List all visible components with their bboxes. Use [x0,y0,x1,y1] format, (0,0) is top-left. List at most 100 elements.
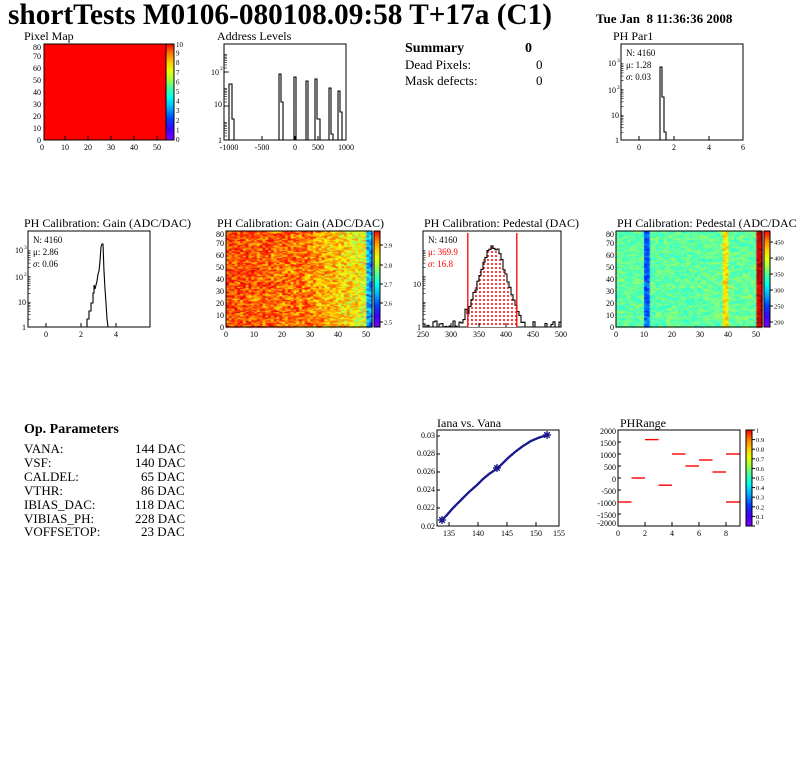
svg-text:N: 4160: N: 4160 [33,235,63,245]
svg-text:9: 9 [176,50,180,58]
svg-text:140: 140 [472,529,484,538]
svg-text:10: 10 [33,124,41,133]
svg-text:3: 3 [617,58,620,64]
svg-text:4: 4 [707,143,711,152]
svg-text:0.022: 0.022 [417,503,435,512]
svg-text:0.024: 0.024 [417,485,435,494]
svg-text:1: 1 [22,323,26,332]
svg-text:1: 1 [218,136,222,145]
svg-text:2: 2 [672,143,676,152]
svg-text:50: 50 [153,143,161,152]
svg-text:500: 500 [604,463,616,472]
svg-text:σ: 0.03: σ: 0.03 [626,72,651,82]
svg-text:10: 10 [61,143,69,152]
svg-text:5: 5 [176,88,180,96]
svg-text:0.4: 0.4 [756,485,765,492]
svg-text:20: 20 [84,143,92,152]
svg-text:0.6: 0.6 [756,466,765,473]
svg-text:2000: 2000 [600,427,616,436]
svg-text:N: 4160: N: 4160 [626,48,656,58]
svg-text:0.9: 0.9 [756,437,764,444]
svg-text:0.3: 0.3 [756,495,764,502]
svg-text:4: 4 [176,98,180,106]
svg-text:0.026: 0.026 [417,467,435,476]
svg-text:0: 0 [293,143,297,152]
svg-text:155: 155 [553,529,565,538]
svg-text:2: 2 [24,272,27,278]
svg-text:10: 10 [608,86,616,95]
svg-text:-2000: -2000 [597,519,616,528]
svg-text:4: 4 [114,330,118,339]
svg-text:50: 50 [33,76,41,85]
svg-text:350: 350 [473,330,485,339]
svg-text:1: 1 [615,136,619,145]
svg-text:20: 20 [33,112,41,121]
svg-text:40: 40 [130,143,138,152]
svg-text:7: 7 [176,69,180,77]
svg-text:145: 145 [501,529,513,538]
svg-text:0: 0 [612,475,616,484]
svg-text:10: 10 [214,100,222,109]
svg-text:-500: -500 [255,143,270,152]
svg-text:300: 300 [445,330,457,339]
svg-text:0.02: 0.02 [421,522,435,531]
svg-text:0: 0 [37,136,41,145]
svg-text:3: 3 [24,245,27,251]
svg-text:8: 8 [176,59,180,67]
svg-text:2: 2 [643,529,647,538]
svg-text:0.7: 0.7 [756,456,765,463]
svg-text:10: 10 [211,68,219,77]
svg-text:0: 0 [176,136,180,144]
svg-text:150: 150 [530,529,542,538]
svg-text:-1000: -1000 [220,143,239,152]
svg-text:80: 80 [33,43,41,52]
svg-text:10: 10 [18,298,26,307]
svg-text:0: 0 [756,520,759,527]
svg-text:2: 2 [79,330,83,339]
svg-text:450: 450 [527,330,539,339]
svg-text:0: 0 [616,529,620,538]
svg-text:μ: 1.28: μ: 1.28 [626,60,652,70]
svg-text:30: 30 [107,143,115,152]
svg-text:10: 10 [611,111,619,120]
svg-text:10: 10 [608,59,616,68]
svg-text:30: 30 [33,100,41,109]
svg-text:10: 10 [413,280,421,289]
svg-text:1500: 1500 [600,439,616,448]
svg-text:-1000: -1000 [597,499,616,508]
svg-text:0.028: 0.028 [417,449,435,458]
svg-text:μ: 2.86: μ: 2.86 [33,247,59,257]
svg-text:1: 1 [417,323,421,332]
svg-text:500: 500 [312,143,324,152]
svg-text:0.5: 0.5 [756,476,764,483]
svg-text:135: 135 [443,529,455,538]
svg-text:4: 4 [670,529,674,538]
svg-text:-500: -500 [601,487,616,496]
svg-text:N: 4160: N: 4160 [428,235,458,245]
svg-text:10: 10 [15,273,23,282]
svg-text:σ: 0.06: σ: 0.06 [33,259,58,269]
svg-text:0.2: 0.2 [756,504,764,511]
svg-text:8: 8 [724,529,728,538]
svg-text:2: 2 [176,117,180,125]
svg-text:μ: 369.9: μ: 369.9 [428,247,458,257]
svg-text:1000: 1000 [338,143,354,152]
svg-text:2: 2 [617,85,620,91]
svg-text:1000: 1000 [600,451,616,460]
svg-text:40: 40 [33,88,41,97]
svg-text:σ: 16.8: σ: 16.8 [428,259,453,269]
svg-text:6: 6 [697,529,701,538]
svg-text:1: 1 [756,428,759,435]
svg-text:500: 500 [555,330,567,339]
svg-text:60: 60 [33,64,41,73]
svg-text:0.8: 0.8 [756,447,764,454]
svg-text:10: 10 [15,246,23,255]
svg-text:1: 1 [176,126,180,134]
svg-text:6: 6 [176,78,180,86]
svg-text:2: 2 [220,66,223,72]
svg-text:70: 70 [33,52,41,61]
svg-text:10: 10 [176,41,184,49]
svg-text:6: 6 [741,143,745,152]
svg-text:0: 0 [637,143,641,152]
svg-text:0.03: 0.03 [421,431,435,440]
